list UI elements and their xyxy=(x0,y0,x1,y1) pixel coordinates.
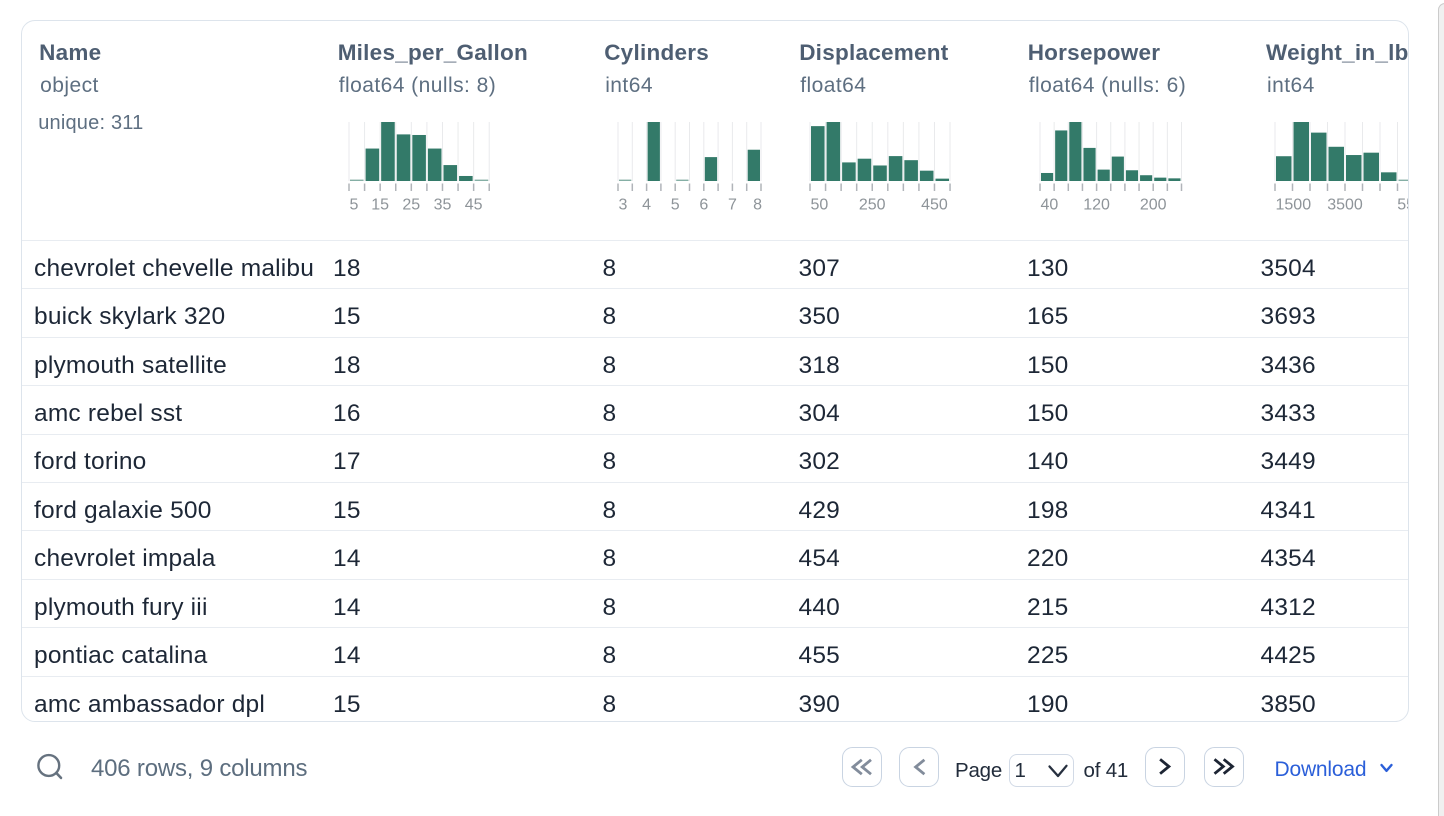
svg-text:1500: 1500 xyxy=(1276,196,1312,213)
svg-text:5500: 5500 xyxy=(1398,196,1409,213)
svg-text:450: 450 xyxy=(922,196,949,213)
svg-text:45: 45 xyxy=(465,196,483,213)
svg-text:5: 5 xyxy=(350,196,359,213)
svg-text:3500: 3500 xyxy=(1328,196,1364,213)
svg-text:5: 5 xyxy=(671,196,680,213)
svg-text:120: 120 xyxy=(1084,196,1111,213)
svg-text:7: 7 xyxy=(728,196,737,213)
svg-text:25: 25 xyxy=(403,196,421,213)
svg-text:250: 250 xyxy=(859,196,886,213)
svg-text:35: 35 xyxy=(434,196,452,213)
svg-text:8: 8 xyxy=(753,196,762,213)
svg-text:6: 6 xyxy=(700,196,709,213)
svg-text:40: 40 xyxy=(1041,196,1059,213)
svg-text:4: 4 xyxy=(643,196,652,213)
svg-text:3: 3 xyxy=(619,196,628,213)
svg-text:50: 50 xyxy=(811,196,829,213)
svg-text:200: 200 xyxy=(1140,196,1167,213)
svg-text:15: 15 xyxy=(372,196,390,213)
